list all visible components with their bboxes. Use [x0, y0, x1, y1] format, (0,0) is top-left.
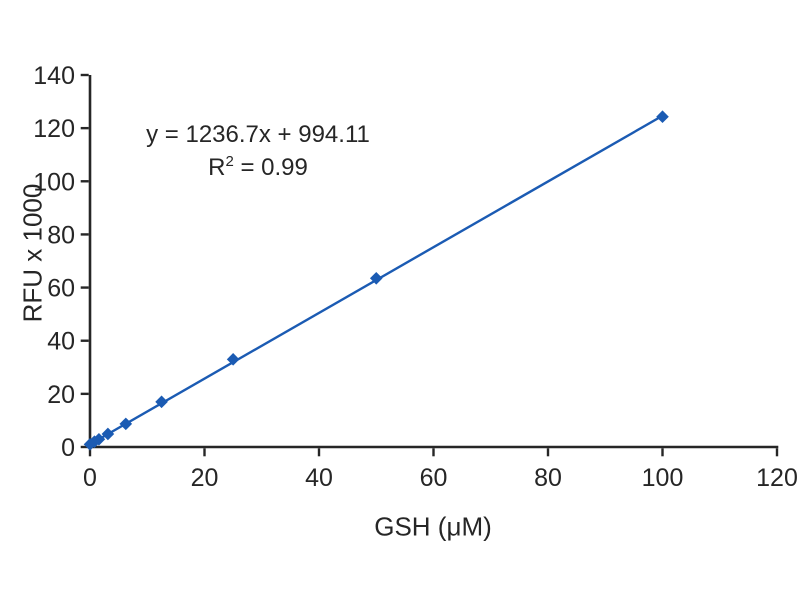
equation-annotation: y = 1236.7x + 994.11 R2 = 0.99	[138, 118, 378, 184]
x-tick-label: 0	[83, 464, 97, 492]
y-tick-label: 60	[47, 275, 75, 303]
data-point-marker	[226, 353, 240, 366]
x-tick-label: 100	[642, 464, 684, 492]
r-squared-value: = 0.99	[233, 154, 308, 181]
data-point-marker	[656, 110, 669, 124]
data-point-marker	[155, 395, 168, 409]
x-tick-label: 40	[305, 464, 333, 492]
x-tick-label: 20	[191, 464, 219, 492]
data-point-marker	[369, 271, 383, 285]
y-tick-label: 40	[47, 328, 75, 356]
y-tick-label: 140	[33, 62, 75, 90]
data-point-marker	[101, 427, 115, 441]
y-axis-title: RFU x 1000	[17, 183, 48, 323]
x-tick-label: 80	[534, 464, 562, 492]
x-axis-title: GSH (μM)	[374, 511, 492, 542]
data-point-marker	[119, 417, 133, 431]
r-squared-base: R	[208, 154, 226, 181]
y-tick-label: 120	[33, 115, 75, 143]
y-tick-label: 20	[47, 381, 75, 409]
data-point-marker	[92, 432, 106, 446]
x-tick-label: 120	[756, 464, 798, 492]
y-tick-label: 100	[33, 168, 75, 196]
data-point-marker	[83, 438, 97, 451]
r-squared-superscript: 2	[225, 153, 234, 170]
y-tick-label: 80	[47, 221, 75, 249]
y-tick-label: 0	[61, 434, 75, 462]
r-squared-text: R2 = 0.99	[138, 151, 378, 184]
x-tick-label: 60	[420, 464, 448, 492]
equation-text: y = 1236.7x + 994.11	[146, 121, 370, 148]
